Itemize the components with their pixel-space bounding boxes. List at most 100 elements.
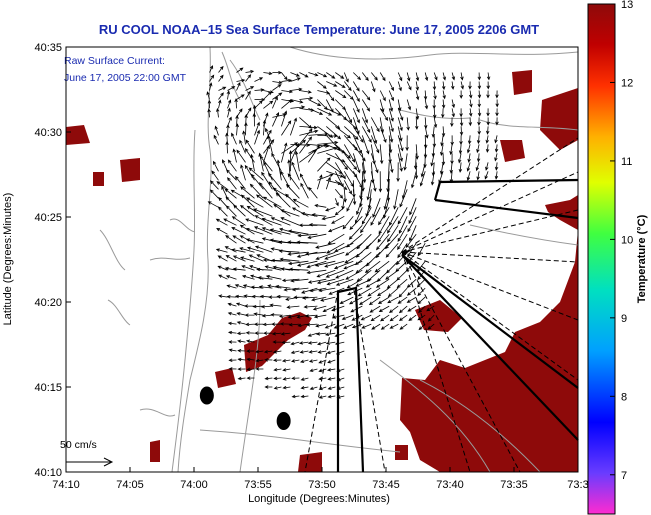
current-vector [290, 77, 301, 82]
current-vector [297, 323, 309, 328]
current-vector [467, 153, 471, 163]
current-vector [353, 72, 362, 81]
current-vector [408, 207, 417, 225]
current-vector [273, 376, 282, 381]
current-vector [216, 181, 228, 190]
current-vector [222, 159, 228, 172]
radar-sector-line [401, 254, 579, 389]
current-vector [250, 153, 255, 172]
current-vector [272, 187, 291, 199]
current-vector [343, 108, 353, 124]
x-tick-label: 74:05 [116, 479, 144, 491]
current-vector [286, 305, 300, 309]
current-vector [352, 108, 360, 124]
current-vector [305, 251, 327, 256]
current-vector [217, 255, 228, 262]
current-vector [281, 110, 288, 127]
current-vector [366, 180, 372, 201]
current-vector [273, 367, 282, 372]
current-vector [237, 349, 246, 353]
current-vector [397, 135, 404, 152]
y-axis: 40:35 40:30 40:25 40:20 40:15 40:10 [34, 42, 71, 479]
current-vector [387, 296, 399, 304]
radial-dashed-line [401, 251, 579, 263]
current-vector [207, 108, 211, 118]
current-vector [273, 386, 282, 390]
current-vector [361, 171, 365, 192]
current-vector [318, 359, 327, 364]
current-vector [431, 126, 436, 138]
current-vector [352, 135, 362, 155]
current-vector [225, 275, 237, 280]
current-vector [476, 144, 480, 154]
current-vector [360, 314, 372, 321]
current-vector [407, 305, 417, 312]
current-vector [306, 322, 318, 327]
current-vector [419, 171, 426, 187]
current-vector [248, 254, 264, 262]
current-vector [385, 269, 399, 280]
current-vector [211, 170, 219, 181]
current-vector [416, 260, 426, 273]
current-vector [451, 108, 455, 118]
current-vector [300, 385, 309, 390]
current-vector [326, 170, 344, 178]
current-vector [308, 132, 329, 136]
current-vector [254, 331, 264, 335]
current-vector [370, 81, 376, 93]
current-vector [309, 287, 327, 293]
current-vector [225, 140, 229, 154]
current-vector [379, 99, 385, 113]
current-vector [352, 81, 360, 92]
current-vector [370, 153, 379, 174]
x-tick-label: 73:35 [500, 479, 528, 491]
current-vector [352, 90, 360, 103]
current-vector [245, 339, 255, 343]
current-vector [460, 81, 464, 90]
current-vector [343, 81, 352, 92]
current-vector [231, 227, 246, 235]
current-vector [451, 72, 456, 81]
current-vector [272, 340, 282, 344]
current-vector [280, 170, 291, 190]
current-vector [424, 117, 428, 130]
current-vector [263, 161, 273, 181]
current-vector [263, 349, 273, 354]
current-vector [218, 99, 222, 109]
current-vector [226, 124, 230, 136]
current-vector [334, 341, 345, 346]
current-vector [291, 359, 300, 363]
current-vector [264, 358, 273, 362]
current-vector [263, 100, 274, 109]
current-vector [494, 135, 498, 144]
current-vector [386, 278, 399, 289]
current-vector [379, 72, 386, 82]
current-vector [441, 126, 446, 138]
station-2 [276, 411, 291, 430]
current-vector [287, 260, 309, 266]
current-vector [248, 167, 264, 181]
current-vector [217, 206, 228, 217]
current-vector [469, 99, 473, 108]
current-vector [317, 99, 328, 111]
current-vector [343, 260, 363, 270]
current-vector [282, 368, 291, 372]
current-vector [235, 175, 246, 190]
current-vector [227, 302, 237, 307]
current-vector [314, 260, 336, 267]
current-vector [292, 198, 309, 208]
current-vector [430, 171, 435, 186]
current-vector [388, 153, 394, 174]
current-vector [290, 105, 306, 109]
current-vector [334, 242, 354, 252]
current-vector [449, 144, 453, 156]
current-vector [237, 376, 246, 381]
depth-contour [379, 359, 491, 473]
current-vector [326, 72, 336, 79]
current-vector [218, 65, 224, 73]
current-vector [263, 91, 272, 100]
current-vector [281, 72, 288, 81]
current-vector [477, 90, 482, 99]
current-vector [242, 130, 246, 145]
current-vector [315, 251, 336, 260]
